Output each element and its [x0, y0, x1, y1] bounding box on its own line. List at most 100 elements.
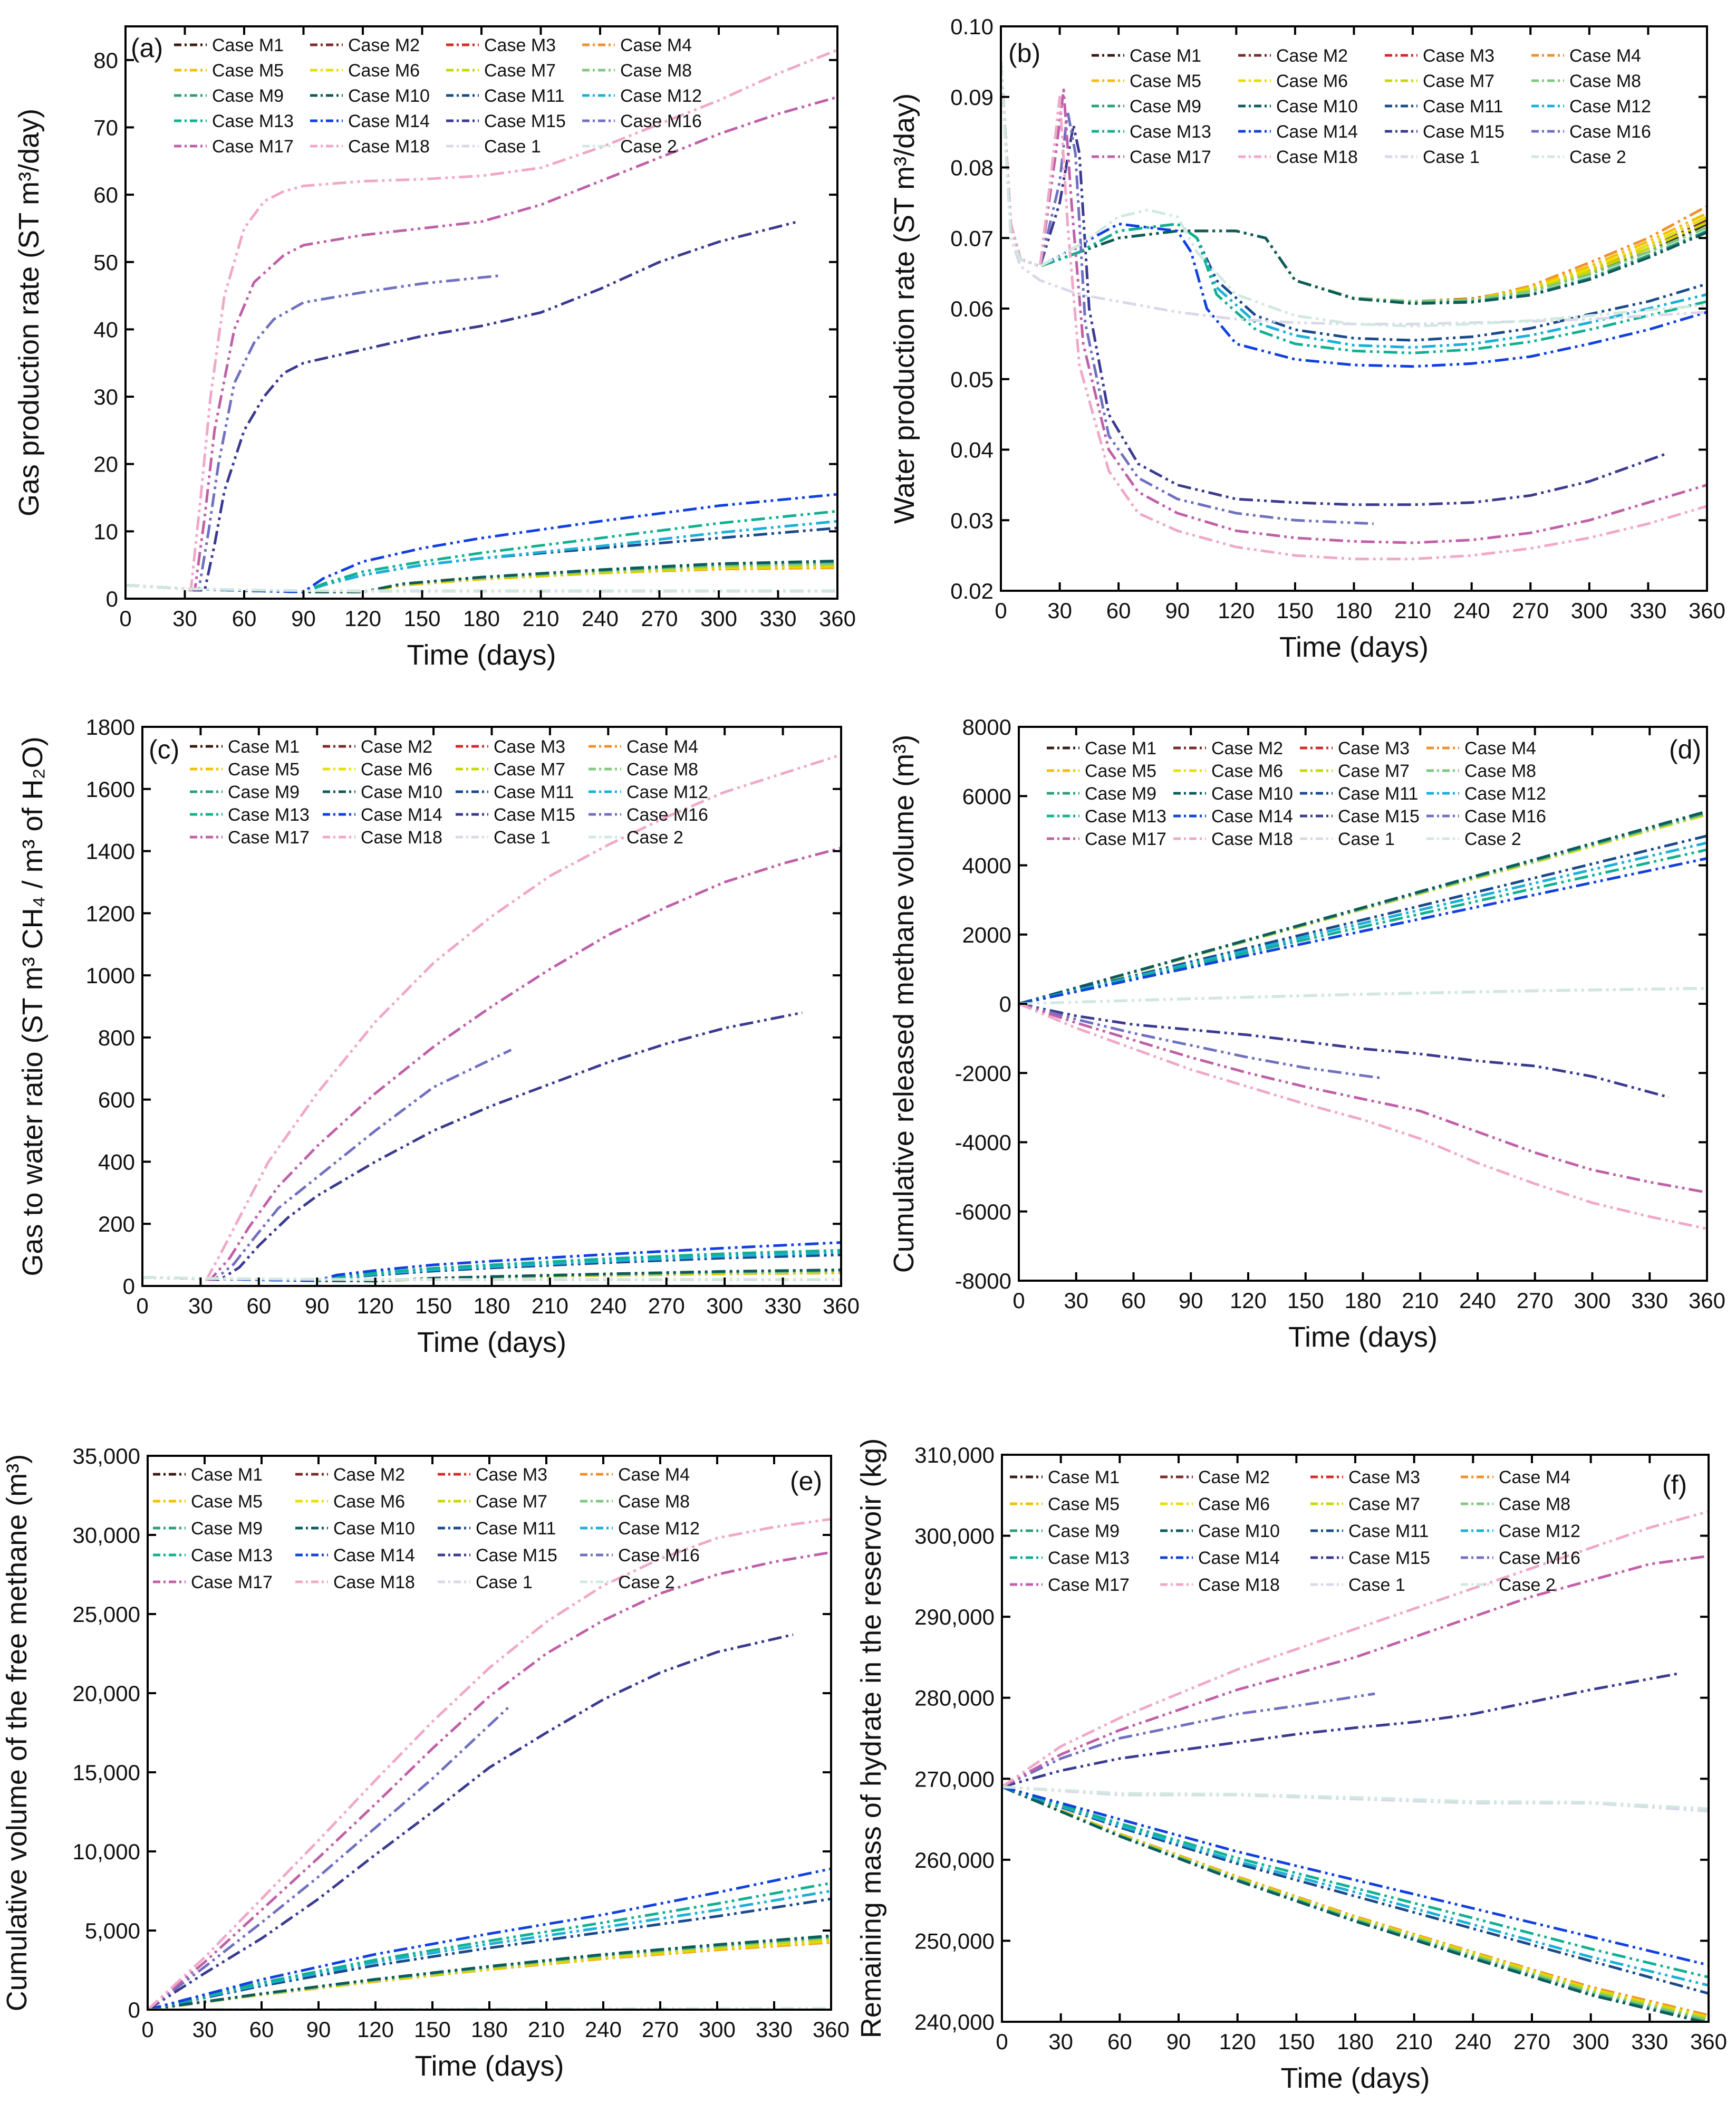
x-tick-label: 360 — [819, 606, 856, 631]
legend-label: Case M17 — [1048, 1575, 1130, 1595]
legend-item: Case M14 — [295, 1545, 415, 1566]
legend-item: Case 2 — [582, 137, 677, 157]
legend-item: Case M14 — [323, 805, 442, 825]
x-tick-label: 300 — [700, 606, 737, 631]
legend-item: Case M17 — [1010, 1575, 1130, 1595]
legend-item: Case M18 — [1238, 147, 1358, 167]
x-tick-label: 330 — [765, 1293, 802, 1318]
y-tick-label: 0.04 — [950, 438, 994, 463]
x-tick-label: 360 — [1690, 2029, 1727, 2054]
series-line-case-m11 — [148, 1897, 831, 2010]
x-tick-label: 330 — [759, 606, 796, 631]
legend-label: Case 1 — [484, 137, 541, 157]
legend-label: Case M14 — [1211, 806, 1293, 827]
legend-label: Case M16 — [1569, 122, 1651, 142]
x-tick-label: 0 — [1012, 1288, 1025, 1313]
y-tick-label: 260,000 — [914, 1848, 995, 1873]
series-group — [1019, 810, 1707, 1231]
series-line-case-m16 — [1019, 1002, 1383, 1080]
x-tick-label: 0 — [996, 2029, 1008, 2054]
series-line-case-m13 — [1019, 848, 1707, 1005]
legend-label: Case M16 — [1464, 806, 1546, 827]
y-tick-label: 0.09 — [950, 85, 994, 110]
y-tick-label: 5,000 — [85, 1918, 140, 1943]
legend-item: Case 1 — [446, 137, 541, 157]
y-tick-label: 25,000 — [73, 1602, 140, 1627]
x-tick-label: 90 — [306, 2017, 331, 2042]
y-tick-label: 0 — [106, 587, 118, 611]
legend-label: Case M12 — [618, 1519, 700, 1539]
legend-item: Case M8 — [1461, 1494, 1570, 1514]
x-tick-label: 60 — [232, 606, 257, 631]
legend-item: Case 2 — [1426, 829, 1521, 849]
legend-label: Case M1 — [191, 1465, 263, 1485]
legend-label: Case M13 — [212, 111, 294, 131]
legend-item: Case M5 — [1010, 1494, 1120, 1514]
series-line-case-1 — [1001, 61, 1707, 325]
legend-label: Case M7 — [476, 1492, 547, 1512]
legend-item: Case M13 — [1092, 122, 1211, 142]
legend-label: Case M16 — [618, 1545, 700, 1566]
legend-label: Case M11 — [1423, 97, 1503, 117]
y-tick-label: 0.07 — [950, 226, 994, 251]
x-tick-label: 210 — [532, 1293, 568, 1318]
legend-item: Case M11 — [446, 86, 564, 106]
y-tick-label: 400 — [98, 1149, 135, 1174]
series-line-case-m16 — [126, 274, 501, 592]
legend-item: Case M10 — [323, 782, 442, 802]
legend-label: Case M4 — [618, 1465, 690, 1485]
chart-panel-a: 0 30 60 90 120 150 180 210 240 270 300 330 360 0 10 20 3… — [13, 25, 856, 671]
series-line-case-m18 — [1001, 61, 1707, 561]
series-line-case-2 — [126, 584, 837, 592]
y-tick-label: 8000 — [962, 715, 1011, 740]
series-line-case-m11 — [1002, 1785, 1709, 1995]
series-line-case-m15 — [1019, 1002, 1670, 1099]
legend-item: Case M7 — [438, 1492, 547, 1512]
y-tick-label: 240,000 — [914, 2010, 995, 2034]
x-tick-label: 300 — [699, 2017, 736, 2042]
x-tick-label: 240 — [1454, 2029, 1491, 2054]
series-line-case-m12 — [126, 520, 837, 593]
legend-label: Case M3 — [494, 737, 565, 757]
x-tick-label: 330 — [756, 2017, 793, 2042]
series-line-case-m2 — [1002, 1785, 1709, 2022]
series-line-case-m3 — [1002, 1785, 1709, 2021]
legend-label: Case 1 — [494, 828, 551, 848]
legend-label: Case M13 — [1048, 1548, 1130, 1568]
legend-item: Case 1 — [1385, 147, 1480, 167]
series-line-case-m15 — [142, 1011, 803, 1281]
legend-label: Case M16 — [620, 111, 702, 131]
x-tick-label: 330 — [1631, 2029, 1668, 2054]
legend-label: Case M12 — [1499, 1521, 1580, 1541]
legend-label: Case M16 — [626, 805, 708, 825]
legend-label: Case 2 — [1464, 829, 1521, 849]
legend-item: Case M14 — [1238, 122, 1358, 142]
legend-label: Case M1 — [1085, 738, 1156, 758]
legend-label: Case M15 — [1348, 1548, 1430, 1568]
x-tick-label: 150 — [414, 2017, 451, 2042]
x-tick-label: 360 — [823, 1293, 860, 1318]
x-tick-label: 180 — [1337, 2029, 1374, 2054]
y-axis-title: Cumulative volume of the free methane (m… — [1, 1454, 33, 2011]
legend-item: Case M16 — [1426, 806, 1546, 827]
x-tick-label: 120 — [357, 1293, 394, 1318]
legend-item: Case M11 — [1300, 784, 1418, 804]
legend-label: Case M4 — [1499, 1467, 1570, 1487]
legend-item: Case M3 — [1385, 46, 1494, 66]
legend-label: Case M4 — [626, 737, 698, 757]
x-tick-label: 30 — [1048, 2029, 1073, 2054]
legend-label: Case M9 — [228, 782, 300, 802]
legend-item: Case M10 — [310, 86, 430, 106]
legend-label: Case M3 — [484, 35, 556, 55]
legend-item: Case M4 — [1426, 738, 1536, 758]
series-line-case-m17 — [142, 847, 841, 1281]
x-tick-label: 150 — [415, 1293, 452, 1318]
series-line-case-m1 — [1002, 1785, 1709, 2022]
legend-label: Case M6 — [361, 760, 432, 780]
x-tick-label: 330 — [1629, 598, 1666, 623]
series-line-case-m16 — [1002, 1692, 1375, 1788]
y-tick-label: 0.03 — [950, 508, 994, 533]
